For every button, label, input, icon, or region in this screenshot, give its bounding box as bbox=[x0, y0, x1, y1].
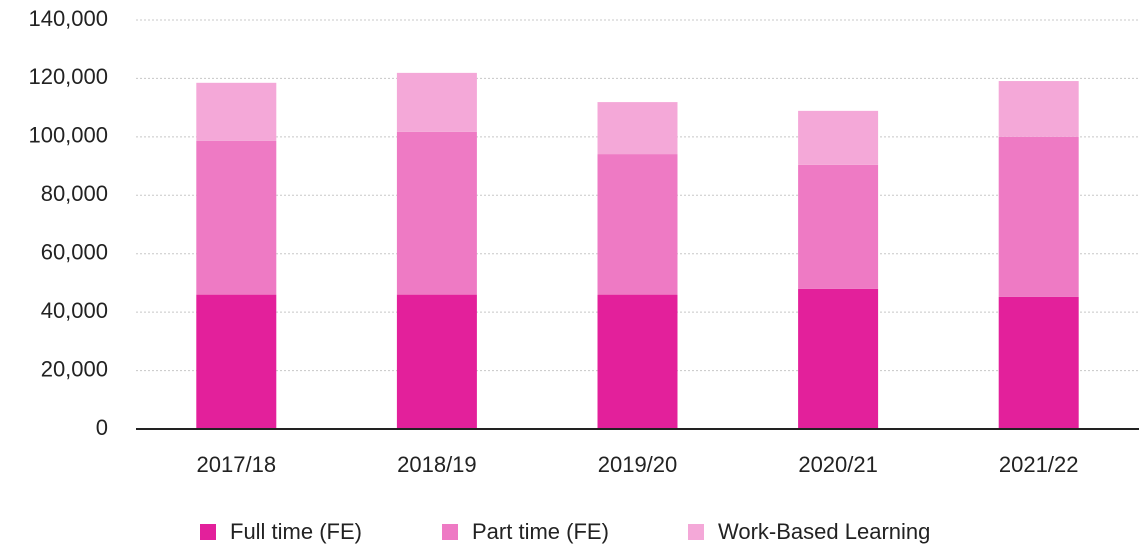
bar-segment bbox=[597, 294, 678, 429]
legend-swatch bbox=[442, 524, 458, 540]
bar-segment bbox=[998, 296, 1079, 429]
bar-segment bbox=[396, 131, 477, 295]
y-tick-label: 60,000 bbox=[41, 240, 108, 265]
y-tick-label: 120,000 bbox=[28, 64, 108, 89]
bar-segment bbox=[998, 136, 1079, 297]
bar-segment bbox=[196, 82, 277, 141]
y-tick-label: 80,000 bbox=[41, 181, 108, 206]
legend-swatch bbox=[200, 524, 216, 540]
bar-segment bbox=[396, 72, 477, 132]
y-tick-label: 40,000 bbox=[41, 298, 108, 323]
x-tick-label: 2017/18 bbox=[197, 452, 277, 477]
legend-label: Full time (FE) bbox=[230, 519, 362, 544]
y-tick-label: 0 bbox=[96, 415, 108, 440]
x-tick-label: 2019/20 bbox=[598, 452, 678, 477]
x-tick-label: 2018/19 bbox=[397, 452, 477, 477]
x-tick-label: 2021/22 bbox=[999, 452, 1079, 477]
legend-label: Part time (FE) bbox=[472, 519, 609, 544]
y-tick-label: 20,000 bbox=[41, 356, 108, 381]
bar-segment bbox=[798, 110, 879, 165]
legend-label: Work-Based Learning bbox=[718, 519, 930, 544]
x-tick-label: 2020/21 bbox=[798, 452, 878, 477]
bar-segment bbox=[998, 81, 1079, 137]
legend-swatch bbox=[688, 524, 704, 540]
bar-segment bbox=[396, 294, 477, 429]
bar-segment bbox=[196, 140, 277, 295]
bar-segment bbox=[597, 154, 678, 295]
bar-segment bbox=[597, 102, 678, 155]
y-tick-label: 100,000 bbox=[28, 123, 108, 148]
bar-segment bbox=[798, 288, 879, 429]
bar-segment bbox=[798, 164, 879, 289]
bar-segment bbox=[196, 294, 277, 429]
y-tick-label: 140,000 bbox=[28, 6, 108, 31]
